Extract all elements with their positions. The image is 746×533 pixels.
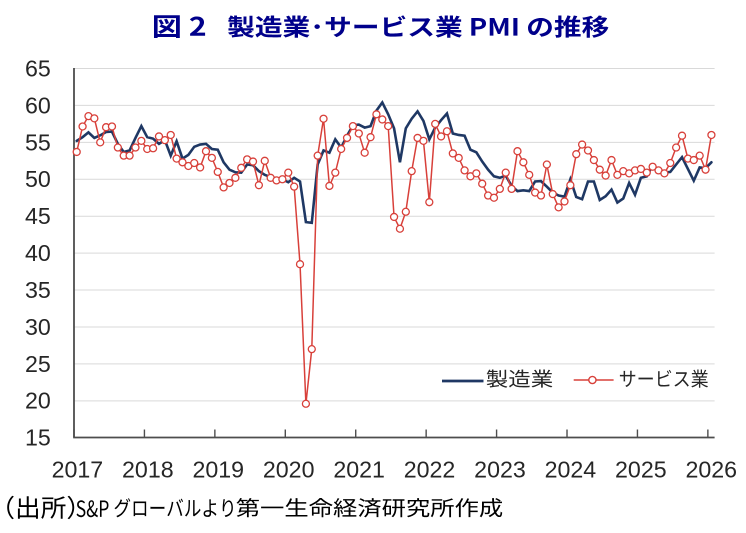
svg-text:2019: 2019 bbox=[192, 457, 244, 483]
svg-text:2022: 2022 bbox=[404, 457, 456, 483]
svg-text:2020: 2020 bbox=[263, 457, 315, 483]
svg-text:2017: 2017 bbox=[52, 457, 104, 483]
svg-text:20: 20 bbox=[25, 388, 51, 414]
svg-text:40: 40 bbox=[25, 240, 51, 266]
svg-text:2023: 2023 bbox=[474, 457, 526, 483]
svg-text:35: 35 bbox=[25, 277, 51, 303]
svg-text:55: 55 bbox=[25, 129, 51, 155]
svg-text:2024: 2024 bbox=[545, 457, 597, 483]
svg-text:2021: 2021 bbox=[333, 457, 385, 483]
svg-text:65: 65 bbox=[25, 55, 51, 81]
svg-text:45: 45 bbox=[25, 203, 51, 229]
svg-text:60: 60 bbox=[25, 92, 51, 118]
svg-text:2018: 2018 bbox=[122, 457, 174, 483]
svg-text:15: 15 bbox=[25, 425, 51, 451]
svg-text:2026: 2026 bbox=[685, 457, 737, 483]
svg-text:30: 30 bbox=[25, 314, 51, 340]
svg-text:25: 25 bbox=[25, 351, 51, 377]
svg-text:2025: 2025 bbox=[615, 457, 667, 483]
svg-text:50: 50 bbox=[25, 166, 51, 192]
